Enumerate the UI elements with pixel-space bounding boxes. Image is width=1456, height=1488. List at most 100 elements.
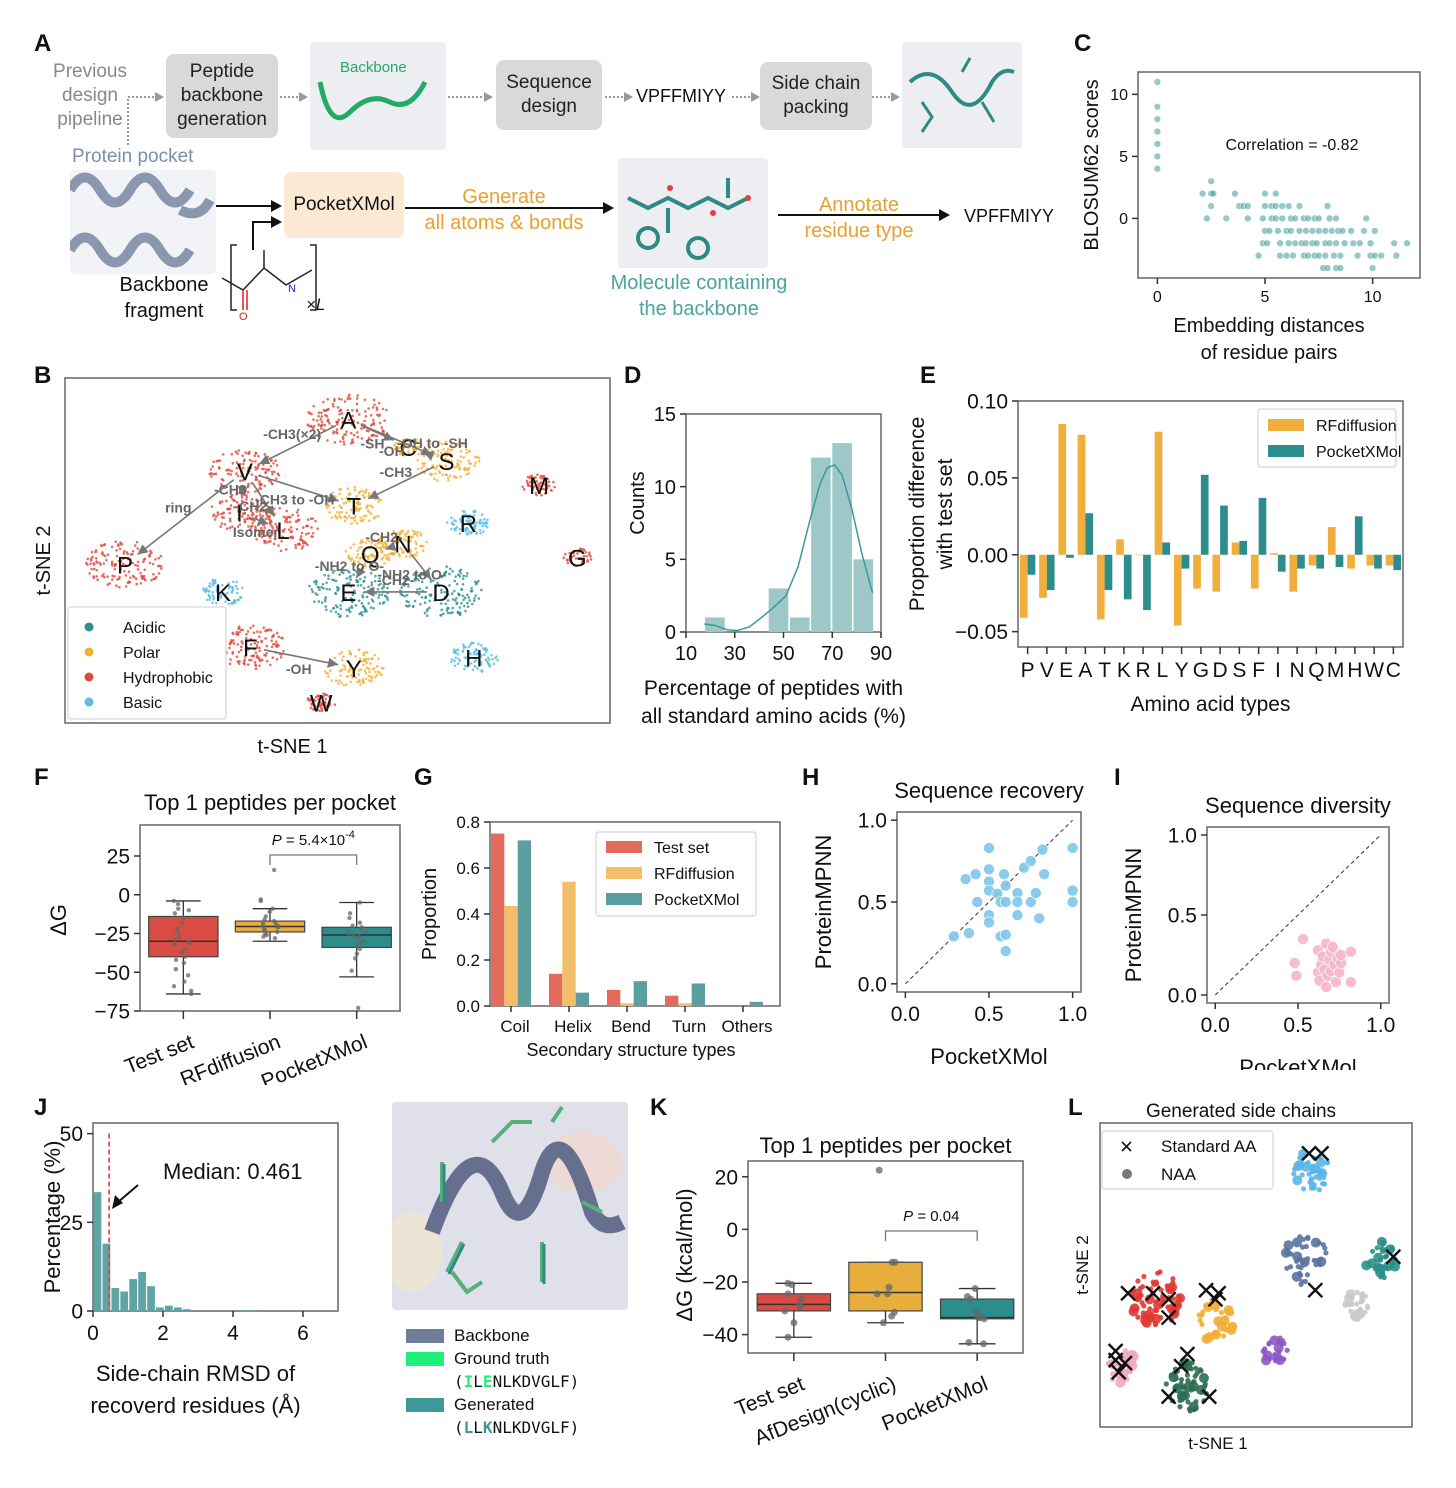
x-tick-label: V: [1040, 659, 1054, 682]
x-axis-label: Percentage of peptides with: [644, 677, 903, 700]
cluster-point: [140, 574, 144, 578]
cluster-point: [211, 581, 215, 585]
annotate-line: residue type: [804, 220, 914, 242]
cluster-point: [545, 477, 549, 481]
panel-label-k: K: [650, 1094, 668, 1121]
cluster-point: [213, 578, 217, 582]
cluster-point: [425, 586, 428, 590]
bar-rfdiffusion: [1366, 554, 1375, 566]
x-tick-label: A: [1078, 659, 1092, 682]
cluster-point: [152, 577, 155, 581]
naa-point: [1163, 1381, 1169, 1387]
cluster-point: [238, 659, 241, 663]
cluster-point: [568, 555, 572, 559]
cluster-point: [436, 464, 439, 468]
cluster-point: [306, 518, 310, 521]
cluster-point: [480, 513, 484, 516]
x-axis-label: Amino acid types: [1131, 693, 1291, 716]
cluster-point: [465, 451, 469, 455]
cluster-point: [354, 514, 357, 518]
previous-line: design: [62, 85, 118, 106]
naa-point: [1298, 1160, 1304, 1166]
cluster-point: [348, 397, 352, 401]
cluster-point: [414, 540, 417, 544]
oxygen-atom: O: [239, 311, 248, 323]
cluster-point: [270, 470, 274, 473]
cluster-point: [530, 474, 534, 478]
cluster-point: [485, 520, 488, 524]
bar-pocketxmol: [1354, 516, 1363, 555]
cluster-point: [228, 468, 231, 472]
swarm-point: [974, 1313, 982, 1321]
standard-aa-marker: [1160, 1388, 1177, 1405]
cluster-point: [325, 581, 328, 585]
cluster-point: [108, 582, 112, 585]
cluster-point: [350, 600, 354, 604]
cluster-point: [337, 418, 341, 421]
seq-highlight: L: [463, 1418, 474, 1437]
cluster-point: [240, 640, 243, 643]
bar-rfdiffusion: [1250, 554, 1259, 589]
data-point: [999, 945, 1012, 957]
naa-point: [1323, 1250, 1329, 1256]
cluster-point: [311, 708, 315, 711]
data-point: [1371, 252, 1379, 260]
arrow-head: [356, 566, 366, 579]
naa-point: [1187, 1408, 1193, 1414]
cluster-point: [355, 408, 359, 412]
cluster-point: [350, 408, 354, 412]
cluster-point: [123, 569, 126, 573]
cluster-point: [358, 657, 362, 661]
arrow-head: [256, 515, 269, 525]
cluster-point: [277, 635, 281, 639]
x-tick-label: C: [1386, 659, 1401, 682]
naa-point: [1221, 1333, 1227, 1339]
cluster-point: [208, 585, 212, 589]
cluster-point: [243, 518, 246, 521]
naa-point: [1129, 1303, 1140, 1314]
cluster-point: [150, 578, 153, 582]
cluster-label: Q: [361, 542, 380, 569]
cluster-point: [563, 552, 567, 556]
cluster-point: [428, 442, 432, 446]
cluster-point: [320, 601, 324, 604]
swarm-point: [175, 926, 180, 932]
cluster-point: [406, 532, 409, 535]
cluster-point: [471, 641, 474, 645]
cluster-point: [270, 532, 274, 535]
cluster-point: [347, 514, 351, 518]
cluster-point: [416, 588, 419, 591]
cluster-point: [352, 543, 356, 546]
legend-label: Test set: [654, 840, 710, 857]
cluster-point: [258, 664, 261, 667]
data-point: [1345, 976, 1357, 988]
cluster-point: [247, 646, 251, 650]
swarm-point: [355, 935, 360, 941]
cluster-point: [464, 519, 468, 522]
cluster-point: [362, 514, 366, 518]
cluster-point: [333, 441, 337, 444]
cluster-point: [371, 505, 374, 509]
cluster-point: [341, 421, 344, 424]
legend-swatch: [406, 1328, 444, 1343]
cluster-point: [444, 458, 447, 462]
swarm-point: [354, 951, 360, 956]
cluster-point: [236, 506, 239, 509]
cluster-point: [448, 474, 452, 478]
cluster-point: [263, 453, 267, 456]
cluster-point: [333, 514, 337, 518]
cluster-label: R: [460, 511, 477, 538]
cluster-label: I: [236, 501, 243, 528]
cluster-point: [340, 506, 343, 510]
cluster-point: [409, 552, 412, 556]
cluster-point: [535, 480, 539, 483]
swarm-point: [271, 867, 277, 873]
cluster-point: [228, 586, 231, 590]
cluster-point: [306, 697, 310, 700]
naa-point: [1136, 1292, 1142, 1298]
cluster-point: [113, 564, 117, 568]
cluster-point: [422, 544, 425, 548]
swarm-point: [182, 946, 188, 952]
swarm-point: [275, 929, 280, 935]
